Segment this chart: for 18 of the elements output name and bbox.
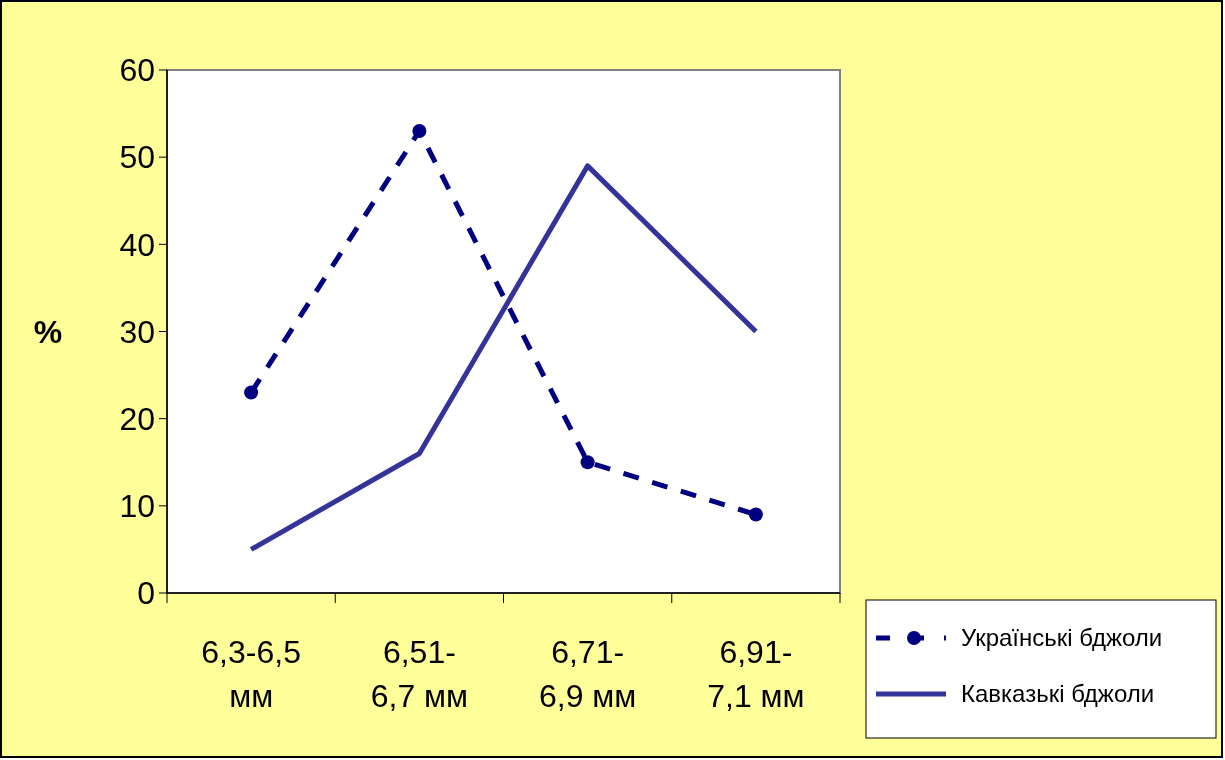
y-tick-label: 10 [119, 488, 155, 525]
y-tick-label: 40 [119, 226, 155, 263]
x-tick-label: 6,3-6,5 мм [201, 634, 301, 714]
point [580, 455, 595, 470]
x-tick-label: 6,51-6,7 мм [370, 634, 469, 714]
y-tick-label: 60 [119, 52, 155, 89]
point [412, 124, 427, 139]
y-tick-label: 50 [119, 139, 155, 176]
x-tick-label: 6,91-7,1 мм [707, 634, 805, 714]
point [748, 507, 763, 522]
point [244, 385, 259, 400]
x-tick-label: 6,71-6,9 мм [538, 634, 637, 714]
legend-label: Кавказькі бджоли [961, 680, 1155, 708]
y-tick-label: 30 [119, 313, 155, 350]
y-axis-title: % [33, 313, 63, 350]
y-tick-label: 20 [119, 400, 155, 437]
y-tick-label: 0 [137, 575, 155, 612]
legend-label: Українські бджоли [961, 624, 1163, 652]
